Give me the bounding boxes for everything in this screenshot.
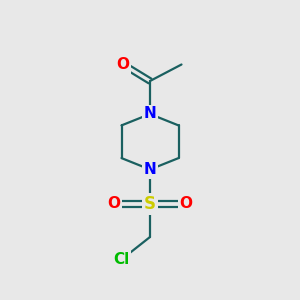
Text: N: N <box>144 162 156 177</box>
Text: Cl: Cl <box>113 252 130 267</box>
Text: O: O <box>107 196 121 211</box>
Text: O: O <box>179 196 193 211</box>
Text: S: S <box>144 195 156 213</box>
Text: O: O <box>116 57 130 72</box>
Text: N: N <box>144 106 156 122</box>
